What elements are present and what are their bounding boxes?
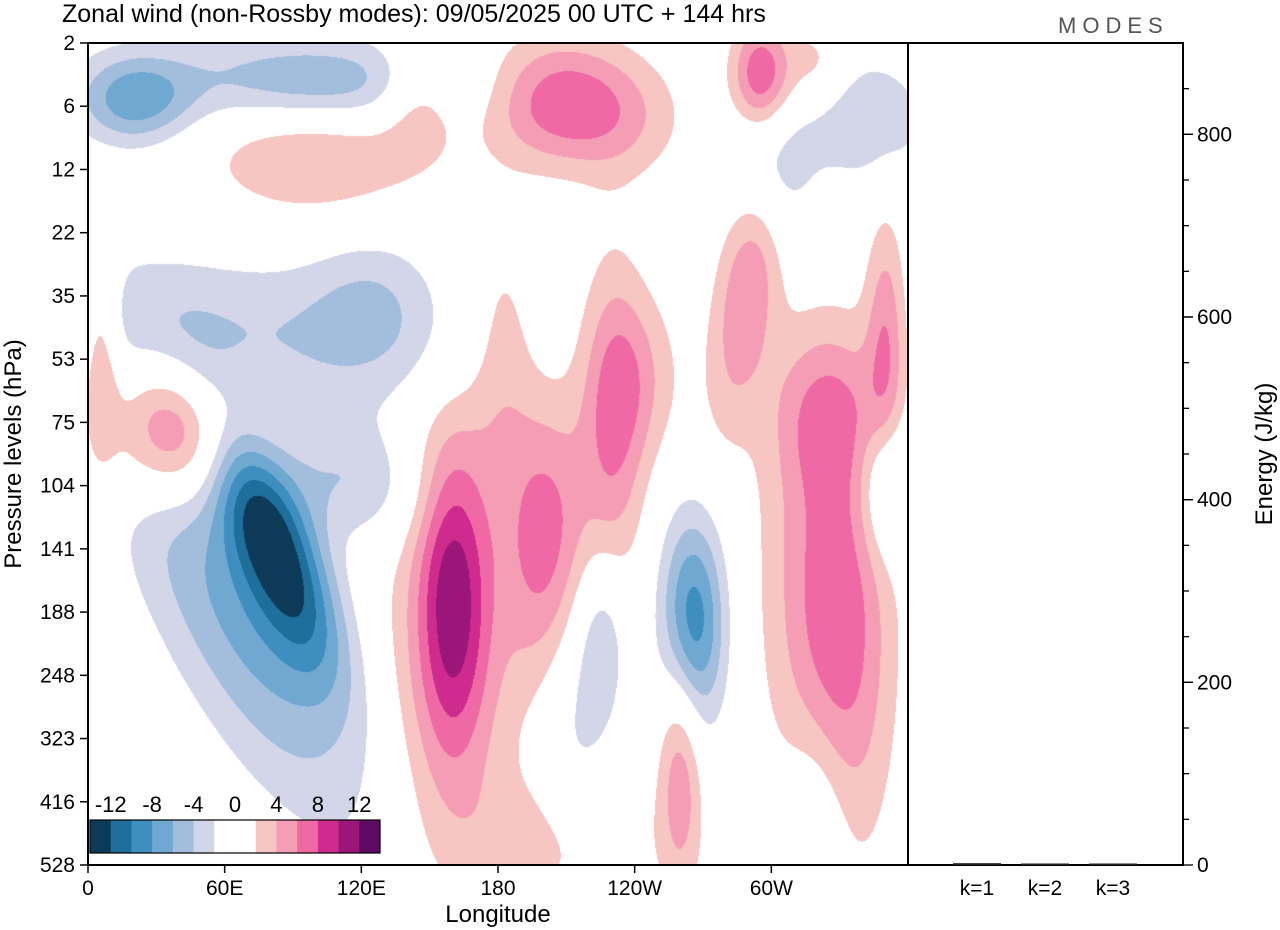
y-tick-label: 12 (52, 158, 75, 181)
colorbar-swatch (255, 820, 277, 853)
longitude-axis: 0 60E 120E 180 120W 60W (82, 865, 793, 900)
heatmap-field (88, 43, 908, 865)
colorbar-swatch (297, 820, 319, 853)
energy-bars (953, 863, 1137, 865)
energy-tick-label: 800 (1197, 123, 1232, 146)
colorbar-swatch (359, 820, 381, 853)
energy-axis-label: Energy (J/kg) (1251, 383, 1278, 526)
colorbar-swatch (235, 820, 257, 853)
wavenumber-label: k=1 (960, 877, 994, 900)
colorbar-swatch (110, 820, 132, 853)
y-tick-label: 22 (52, 222, 75, 245)
wavenumber-label: k=2 (1028, 877, 1062, 900)
y-tick-label: 248 (40, 664, 75, 687)
energy-tick-label: 0 (1197, 854, 1209, 877)
x-tick-label: 0 (82, 877, 94, 900)
x-tick-label: 120E (337, 877, 386, 900)
modes-logo: MODES (1058, 13, 1169, 38)
colorbar: -12 -8 -4 0 4 8 12 (89, 792, 381, 854)
y-tick-label: 141 (40, 538, 75, 561)
x-tick-label: 120W (607, 877, 662, 900)
colorbar-swatch (317, 820, 339, 853)
energy-frame (907, 42, 1184, 866)
colorbar-swatch (152, 820, 174, 853)
heatmap-panel: -12 -8 -4 0 4 8 12 0 60E 120E 180 120W 60W 2 6 12 22 35… (0, 32, 909, 928)
colorbar-label: -8 (142, 792, 162, 817)
y-tick-label: 188 (40, 601, 75, 624)
y-tick-label: 323 (40, 728, 75, 751)
colorbar-label: 8 (312, 792, 324, 817)
colorbar-swatch (214, 820, 236, 853)
energy-axis: 0 200 400 600 800 (1183, 88, 1232, 877)
colorbar-label: 12 (347, 792, 371, 817)
y-tick-label: 2 (63, 32, 75, 55)
y-axis-label: Pressure levels (hPa) (0, 339, 27, 568)
y-tick-label: 6 (63, 95, 75, 118)
x-axis-label: Longitude (445, 901, 550, 928)
y-tick-label: 104 (40, 475, 75, 498)
y-tick-label: 53 (52, 348, 75, 371)
pressure-axis: 2 6 12 22 35 53 75 104 141 188 248 323 416 528 (40, 32, 88, 877)
colorbar-swatch (193, 820, 215, 853)
energy-tick-label: 400 (1197, 489, 1232, 512)
energy-tick-label: 600 (1197, 306, 1232, 329)
energy-bar (1089, 863, 1137, 865)
wavenumber-axis: k=1 k=2 k=3 (960, 877, 1130, 900)
colorbar-label: -12 (95, 792, 127, 817)
energy-tick-label: 200 (1197, 671, 1232, 694)
chart-title: Zonal wind (non-Rossby modes): 09/05/202… (62, 0, 766, 28)
y-tick-label: 416 (40, 791, 75, 814)
energy-bar (1021, 863, 1069, 865)
colorbar-swatch (172, 820, 194, 853)
colorbar-label: 0 (229, 792, 241, 817)
y-tick-label: 75 (52, 411, 75, 434)
energy-panel: 0 200 400 600 800 k=1 k=2 k=3 Energy (J/kg) (907, 42, 1278, 900)
wavenumber-label: k=3 (1096, 877, 1130, 900)
colorbar-swatch (276, 820, 298, 853)
colorbar-frame (89, 819, 381, 854)
colorbar-swatch (90, 820, 112, 853)
x-tick-label: 180 (480, 877, 515, 900)
y-tick-label: 528 (40, 854, 75, 877)
colorbar-swatch (131, 820, 153, 853)
colorbar-label: 4 (270, 792, 282, 817)
colorbar-label: -4 (184, 792, 204, 817)
x-tick-label: 60W (750, 877, 793, 900)
y-tick-label: 35 (52, 285, 75, 308)
energy-bar (953, 863, 1001, 865)
x-tick-label: 60E (206, 877, 243, 900)
colorbar-swatch (338, 820, 360, 853)
